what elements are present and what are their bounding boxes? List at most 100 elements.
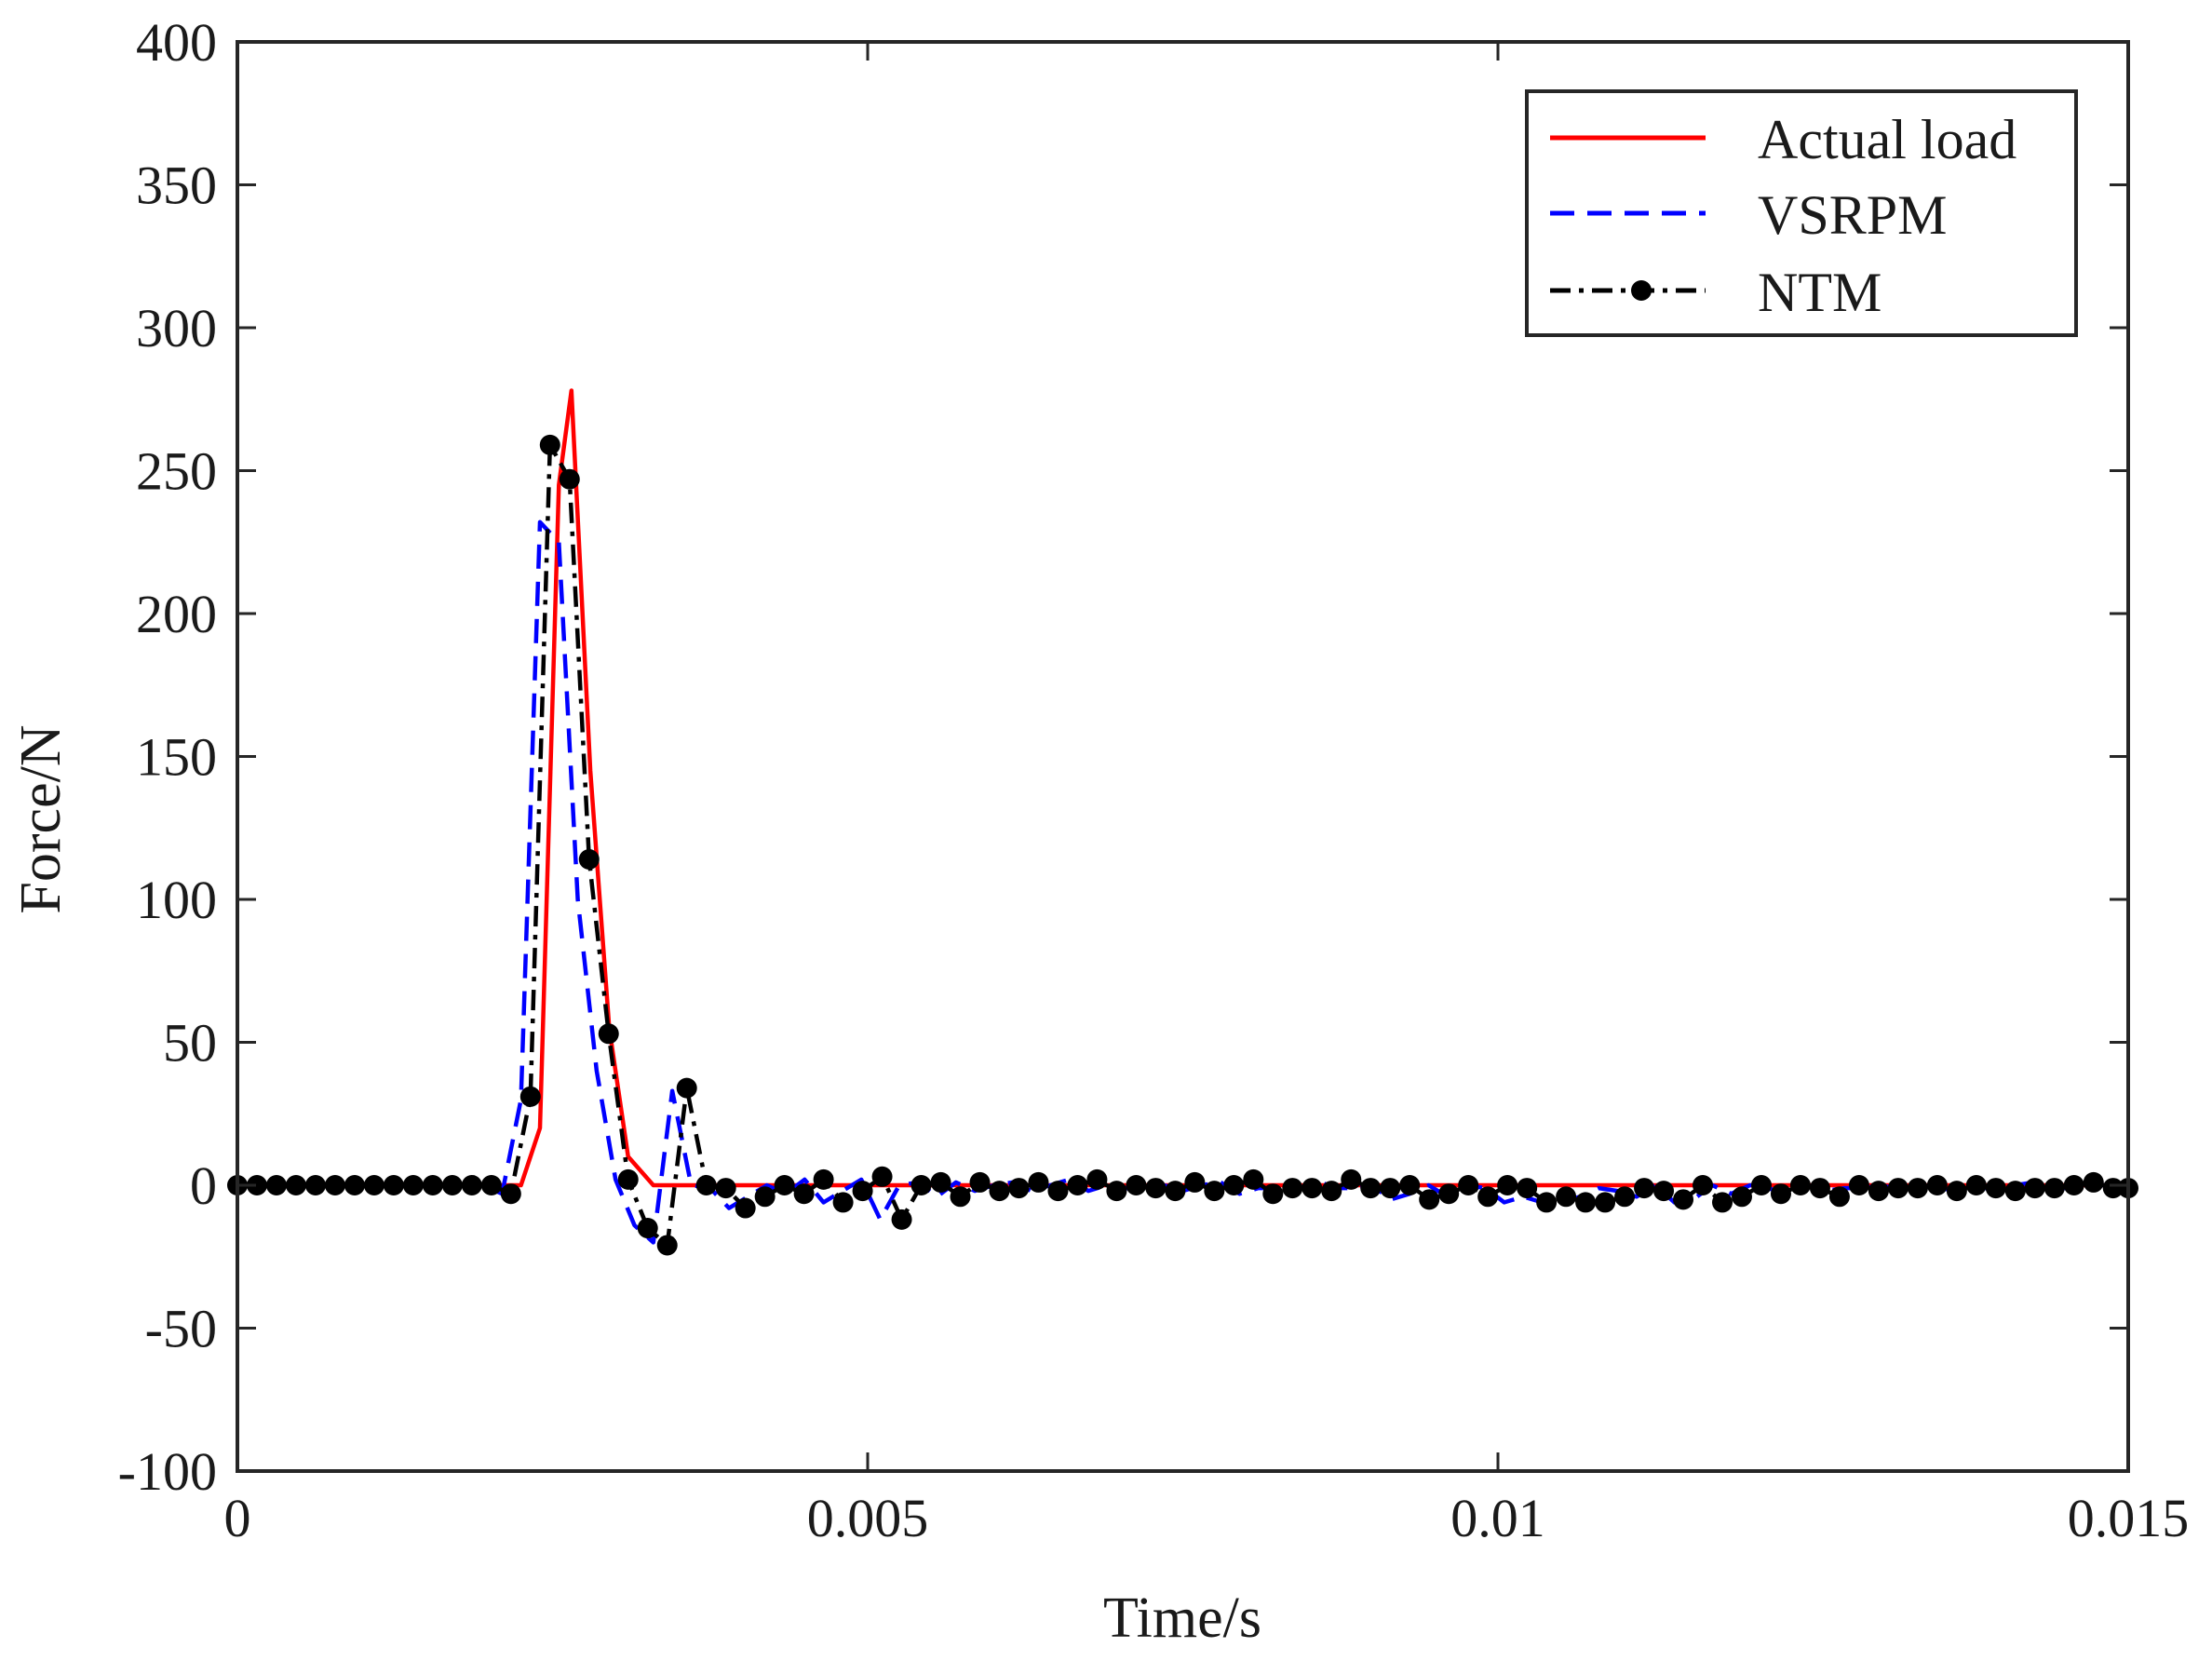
data-point-ntm [910,1175,932,1195]
data-point-ntm [1360,1178,1382,1199]
data-point-ntm [1946,1181,1967,1202]
data-point-ntm [1575,1192,1597,1213]
data-point-ntm [2102,1178,2124,1199]
legend-label-ntm: NTM [1758,262,1882,323]
data-point-ntm [1887,1178,1909,1199]
data-point-ntm [1067,1175,1088,1195]
data-point-ntm [950,1186,971,1208]
data-point-ntm [1750,1175,1772,1195]
y-tick-label: 300 [136,298,217,358]
data-point-ntm [1634,1178,1655,1199]
data-point-ntm [2004,1181,2026,1202]
data-point-ntm [1653,1181,1675,1202]
data-point-ntm [989,1181,1010,1202]
x-tick-labels: 0 0.005 0.01 0.015 [224,1488,2190,1548]
data-point-ntm [2083,1171,2104,1193]
y-tick-label: 100 [136,870,217,930]
data-point-ntm [363,1175,384,1195]
data-point-ntm [461,1175,482,1195]
data-point-ntm [1458,1175,1479,1195]
data-point-ntm [1145,1178,1167,1199]
data-point-ntm [1106,1181,1127,1202]
legend-label-vsrpm: VSRPM [1758,184,1947,246]
data-point-ntm [774,1175,795,1195]
series-layer [227,388,2138,1256]
y-tick-label: 150 [136,727,217,788]
data-point-ntm [1223,1175,1245,1195]
x-tick-label: 0 [224,1488,251,1548]
data-point-ntm [1302,1178,1323,1199]
data-point-ntm [1809,1178,1830,1199]
y-axis-title: Force/N [9,724,73,913]
data-point-ntm [637,1218,658,1239]
data-point-ntm [656,1235,678,1256]
legend-marker-ntm [1631,280,1652,301]
data-point-ntm [1712,1192,1733,1213]
data-point-ntm [1243,1168,1264,1190]
data-point-ntm [1008,1178,1030,1199]
legend-label-actual-load: Actual load [1758,109,2016,170]
data-point-ntm [1848,1175,1869,1195]
legend: Actual load VSRPM NTM [1525,89,2078,337]
data-point-ntm [1028,1171,1049,1193]
data-point-ntm [1341,1168,1362,1190]
data-point-ntm [1770,1183,1791,1205]
y-tick-labels: -100 -50 0 50 100 150 200 250 300 350 400 [118,12,217,1502]
data-point-ntm [735,1197,756,1219]
legend-box [1525,89,2078,337]
data-point-ntm [1497,1175,1518,1195]
data-point-ntm [676,1077,697,1099]
data-point-ntm [793,1183,815,1205]
data-point-ntm [402,1175,424,1195]
data-point-ntm [1828,1186,1850,1208]
data-point-ntm [1380,1178,1401,1199]
data-point-ntm [695,1175,717,1195]
data-point-ntm [1399,1175,1421,1195]
data-point-ntm [500,1183,521,1205]
data-point-ntm [1789,1175,1811,1195]
data-point-ntm [383,1175,404,1195]
data-point-ntm [1438,1183,1460,1205]
data-point-ntm [1614,1186,1636,1208]
data-point-ntm [1907,1178,1928,1199]
data-point-ntm [1047,1181,1069,1202]
data-point-ntm [1419,1189,1440,1210]
plot-area-frame [236,40,2130,1473]
data-point-ntm [246,1175,267,1195]
data-point-ntm [1321,1181,1342,1202]
data-point-ntm [1086,1168,1108,1190]
data-point-ntm [344,1175,365,1195]
data-point-ntm [1926,1175,1948,1195]
data-point-ntm [265,1175,287,1195]
y-tick-label: -50 [145,1299,217,1359]
y-tick-label: 400 [136,12,217,73]
data-point-ntm [1985,1178,2006,1199]
data-point-ntm [519,1086,541,1107]
data-point-ntm [1595,1192,1616,1213]
x-tick-label: 0.015 [2068,1488,2190,1548]
x-axis-title: Time/s [1103,1587,1261,1650]
data-point-ntm [2024,1178,2045,1199]
data-point-ntm [930,1171,951,1193]
data-point-ntm [1262,1183,1284,1205]
data-point-ntm [304,1175,326,1195]
data-point-ntm [1868,1181,1889,1202]
data-point-ntm [813,1168,834,1190]
y-tick-label: 200 [136,584,217,644]
data-point-ntm [441,1175,463,1195]
x-tick-label: 0.01 [1450,1488,1545,1548]
x-tick-label: 0.005 [807,1488,929,1548]
data-point-ntm [1731,1186,1752,1208]
y-tick-label: 350 [136,155,217,216]
data-point-ntm [480,1175,502,1195]
data-point-ntm [1517,1178,1538,1199]
data-point-ntm [559,468,580,490]
data-point-ntm [1536,1192,1558,1213]
data-point-ntm [1165,1181,1186,1202]
data-point-ntm [891,1209,912,1230]
data-point-ntm [598,1023,619,1045]
data-point-ntm [832,1192,854,1213]
data-point-ntm [871,1166,893,1187]
y-tick-label: -100 [118,1441,217,1502]
